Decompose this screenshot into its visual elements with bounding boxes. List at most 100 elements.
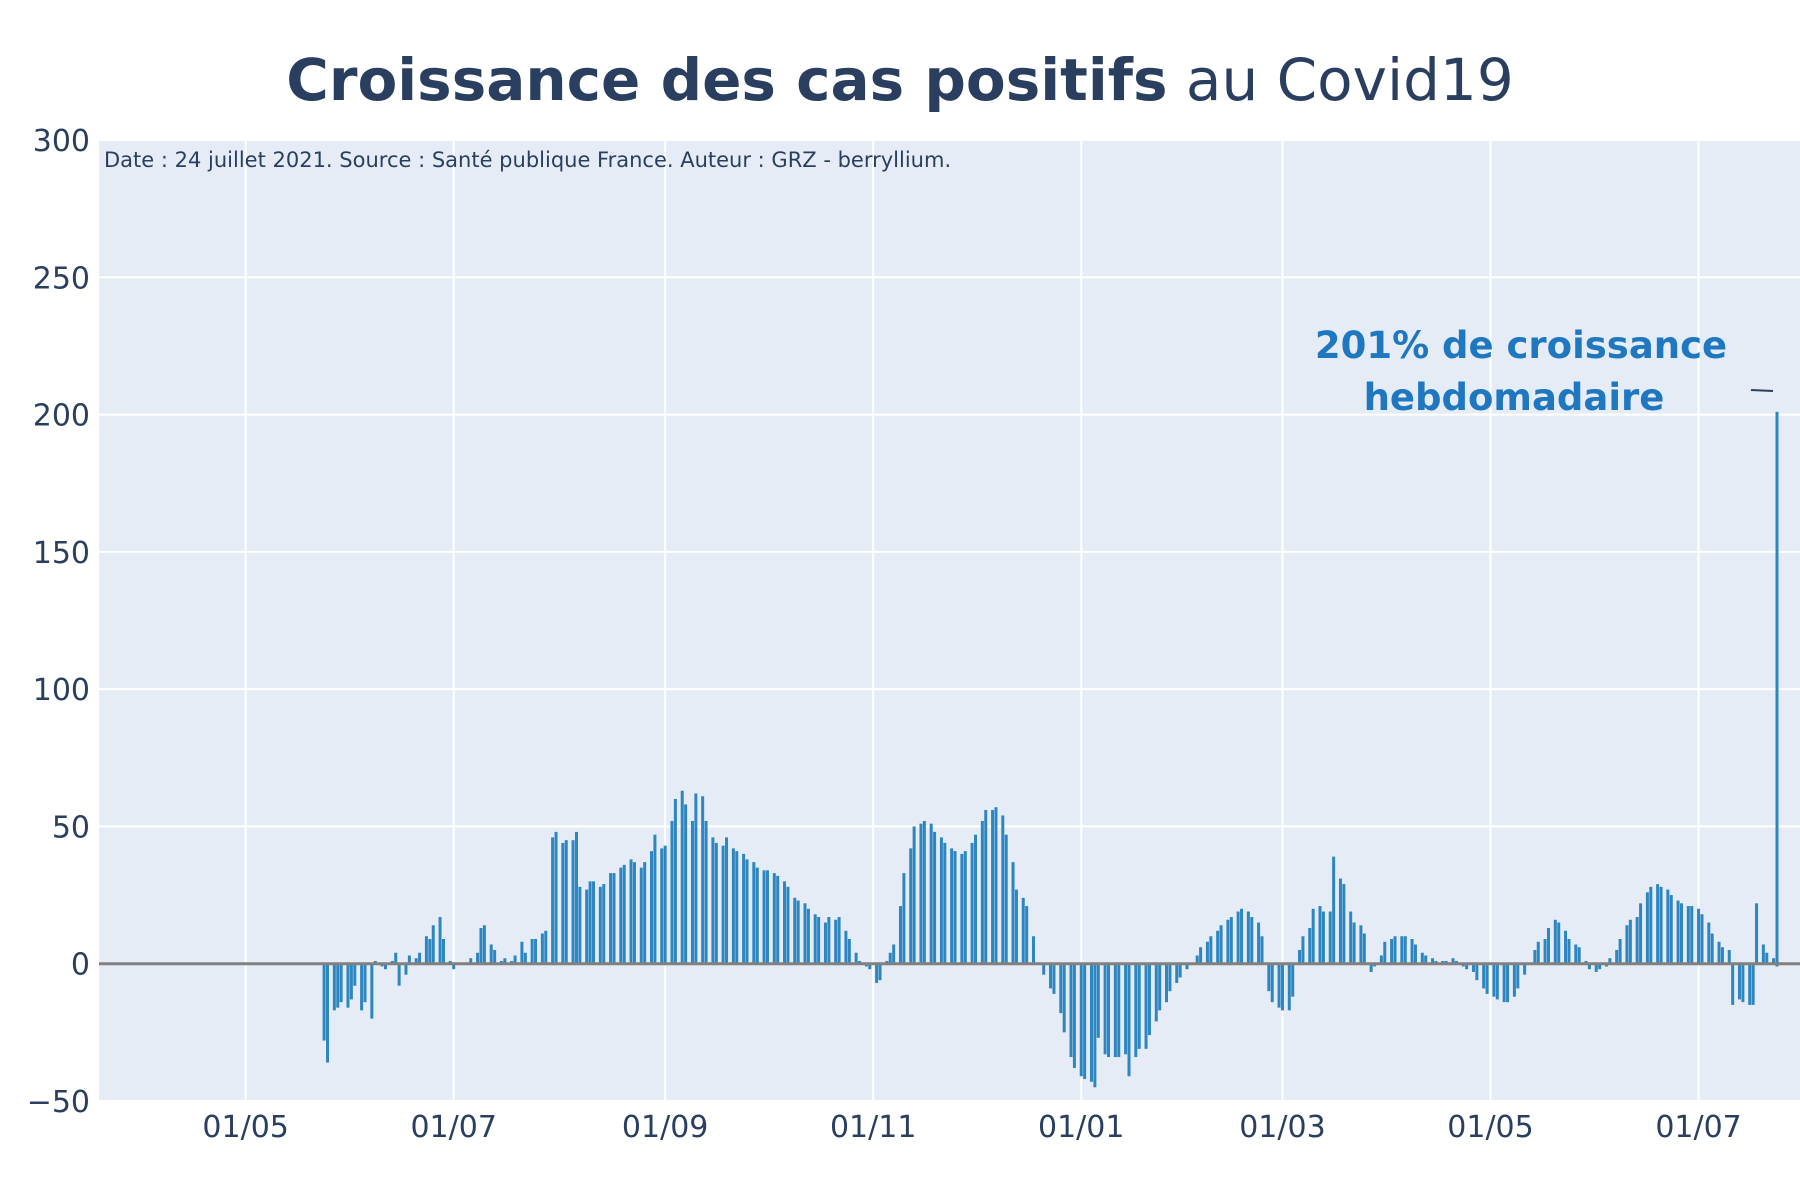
bar xyxy=(561,842,565,964)
bar xyxy=(963,851,967,964)
bar xyxy=(953,851,957,964)
bar xyxy=(1219,925,1223,964)
bar xyxy=(1564,930,1568,964)
bar xyxy=(783,881,787,964)
annotation-line-1: 201% de croissance xyxy=(1315,324,1727,367)
x-tick-label: 01/11 xyxy=(830,1110,916,1145)
bar xyxy=(513,955,517,964)
bar xyxy=(1359,925,1363,964)
bar xyxy=(1656,884,1660,964)
bar xyxy=(482,925,486,964)
bar xyxy=(1615,949,1619,964)
bar xyxy=(1635,917,1639,964)
bar xyxy=(1287,963,1291,1011)
bar xyxy=(1680,903,1683,964)
bar xyxy=(1512,963,1516,997)
bar xyxy=(1089,963,1093,1082)
bar xyxy=(1598,963,1602,970)
bar xyxy=(1014,889,1018,964)
bar xyxy=(1410,939,1414,964)
bar xyxy=(441,939,445,964)
bar xyxy=(1103,963,1107,1055)
bar xyxy=(609,873,613,964)
bar xyxy=(919,823,923,964)
bar xyxy=(1195,955,1199,964)
bar xyxy=(479,928,483,964)
annotation-arrow xyxy=(1750,389,1774,392)
bar xyxy=(1332,856,1336,964)
bar xyxy=(1277,963,1281,1008)
x-tick-label: 01/05 xyxy=(1447,1110,1533,1145)
bar xyxy=(1301,936,1305,964)
bar xyxy=(544,930,548,964)
bar xyxy=(663,845,667,964)
bar xyxy=(1117,963,1121,1058)
bar xyxy=(424,936,428,964)
bar xyxy=(1147,963,1151,1036)
bar xyxy=(622,864,626,964)
bar xyxy=(619,867,623,964)
bar xyxy=(680,790,684,964)
x-tick-label: 01/09 xyxy=(622,1110,708,1145)
bar xyxy=(1639,903,1643,964)
bar xyxy=(909,848,913,964)
bar xyxy=(1052,963,1056,994)
bar xyxy=(1362,933,1366,964)
bar xyxy=(1072,963,1076,1069)
bar xyxy=(1280,963,1284,1011)
bar xyxy=(1107,963,1111,1058)
bar xyxy=(1113,963,1117,1058)
x-tick-label: 01/01 xyxy=(1038,1110,1124,1145)
bar xyxy=(725,837,729,964)
bar xyxy=(360,963,364,1011)
bar xyxy=(854,952,858,964)
bar xyxy=(1083,963,1087,1080)
bar xyxy=(643,862,647,964)
bar xyxy=(776,875,780,964)
bar xyxy=(588,881,592,964)
bar xyxy=(1154,963,1158,1022)
bar xyxy=(1257,922,1261,964)
bar xyxy=(694,793,698,964)
bar xyxy=(1645,892,1649,964)
bar xyxy=(1543,939,1547,964)
bar xyxy=(731,848,735,964)
bar xyxy=(1298,949,1302,964)
y-tick-label: 0 xyxy=(71,948,90,983)
bar xyxy=(1049,963,1053,989)
bar xyxy=(592,881,596,964)
bar xyxy=(1748,963,1752,1005)
bar xyxy=(847,939,851,964)
bar xyxy=(684,804,688,964)
bar xyxy=(322,963,326,1041)
bar xyxy=(1349,911,1353,964)
bar xyxy=(813,914,817,964)
bar xyxy=(489,944,493,964)
bar xyxy=(1492,963,1496,997)
bar xyxy=(1533,949,1537,964)
bar xyxy=(1379,955,1383,964)
x-tick-label: 01/05 xyxy=(202,1110,288,1145)
bar xyxy=(1710,933,1714,964)
bar xyxy=(1669,895,1673,964)
bar xyxy=(991,809,995,964)
bar xyxy=(1178,963,1182,978)
bar xyxy=(1216,930,1220,964)
bar xyxy=(363,963,367,1003)
bar xyxy=(564,840,568,964)
bar xyxy=(629,859,633,964)
bar xyxy=(1502,963,1506,1003)
bar xyxy=(1628,919,1632,964)
bar xyxy=(1482,963,1486,989)
x-tick-label: 01/07 xyxy=(1655,1110,1741,1145)
bar xyxy=(1328,911,1332,964)
bar xyxy=(1567,939,1571,964)
bar xyxy=(1069,963,1073,1058)
bar xyxy=(994,807,998,964)
bar xyxy=(326,963,330,1063)
annotation-line-2: hebdomadaire xyxy=(1364,376,1665,419)
bar xyxy=(1523,963,1527,975)
bar xyxy=(1727,949,1731,964)
bar xyxy=(1260,936,1264,964)
